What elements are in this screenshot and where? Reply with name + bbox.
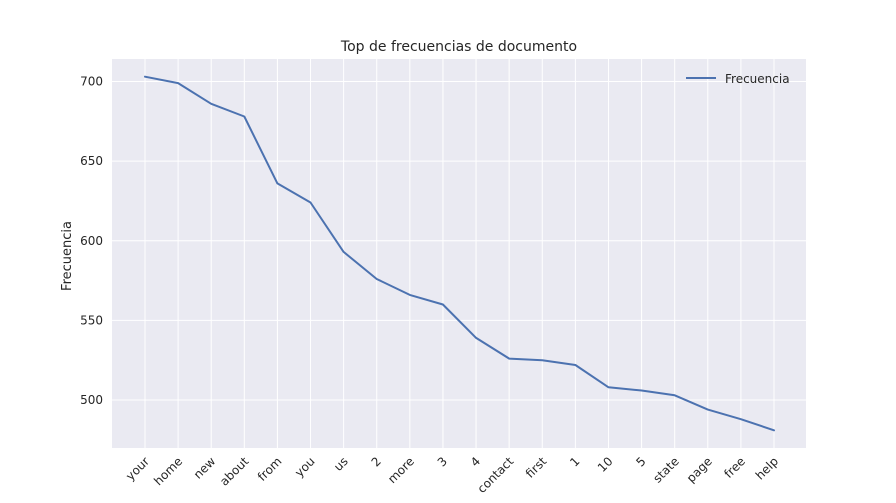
x-tick-label: state (650, 454, 681, 485)
x-tick-label: about (217, 454, 252, 489)
series-line-frecuencia (144, 75, 775, 432)
x-tick-label: 10 (595, 454, 616, 475)
series (144, 75, 775, 432)
y-ticks: 500 550 600 650 700 (80, 74, 103, 407)
x-tick-label: first (523, 454, 550, 481)
x-tick-label: help (753, 454, 781, 482)
x-tick-label: new (191, 454, 219, 482)
x-tick-label: contact (475, 454, 517, 496)
x-tick-label: free (721, 454, 748, 481)
y-axis-label: Frecuencia (60, 221, 75, 291)
x-tick-label: 3 (435, 454, 450, 469)
x-tick-label: your (123, 454, 152, 483)
y-tick-label: 700 (80, 74, 103, 88)
y-tick-label: 550 (80, 313, 103, 327)
plot-area (112, 59, 806, 448)
x-tick-label: you (292, 454, 318, 480)
x-tick-label: 4 (468, 454, 483, 469)
x-tick-label: 2 (369, 454, 384, 469)
x-tick-label: 5 (633, 454, 648, 469)
y-tick-label: 500 (80, 393, 103, 407)
legend-label: Frecuencia (725, 72, 790, 86)
y-tick-label: 650 (80, 154, 103, 168)
x-tick-label: 1 (567, 454, 582, 469)
x-tick-label: more (385, 454, 417, 486)
legend: Frecuencia (686, 72, 790, 86)
x-tick-label: page (684, 454, 715, 485)
chart-title: Top de frecuencias de documento (340, 39, 577, 55)
x-tick-label: us (331, 454, 351, 474)
x-tick-label: from (255, 454, 285, 484)
y-tick-label: 600 (80, 234, 103, 248)
x-tick-label: home (151, 454, 185, 488)
grid (112, 59, 806, 448)
